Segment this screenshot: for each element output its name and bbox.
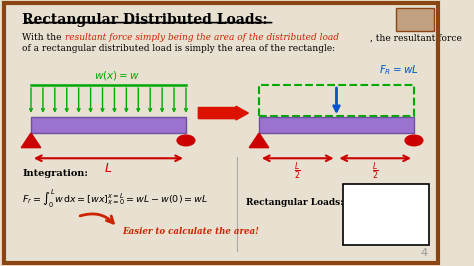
Text: $\bar{x} = \dfrac{L}{2}$: $\bar{x} = \dfrac{L}{2}$	[372, 216, 400, 239]
Circle shape	[177, 135, 195, 146]
Text: 4: 4	[420, 248, 427, 258]
Bar	[343, 184, 429, 245]
Text: With the: With the	[22, 33, 64, 42]
Text: $F_R = wL$: $F_R = wL$	[379, 63, 419, 77]
Text: Rectangular Distributed Loads:: Rectangular Distributed Loads:	[22, 13, 268, 27]
Text: Rectangular Loads:: Rectangular Loads:	[246, 198, 343, 207]
Polygon shape	[21, 133, 41, 148]
Text: $\frac{L}{2}$: $\frac{L}{2}$	[294, 161, 301, 182]
Bar	[259, 117, 414, 133]
Text: resultant force simply being the area of the distributed load: resultant force simply being the area of…	[65, 33, 339, 42]
Circle shape	[405, 135, 423, 146]
Text: $\frac{L}{2}$: $\frac{L}{2}$	[372, 161, 379, 182]
Text: Integration:: Integration:	[22, 169, 88, 178]
Text: Easier to calculate the area!: Easier to calculate the area!	[122, 227, 259, 236]
FancyArrow shape	[198, 106, 248, 120]
Bar	[259, 85, 414, 116]
Bar	[31, 117, 186, 133]
Text: $F_r = \int_0^L w\,\mathrm{d}x = \left[wx\right]_{x=0}^{x=L} = wL - w(0) = wL$: $F_r = \int_0^L w\,\mathrm{d}x = \left[w…	[22, 188, 208, 210]
Text: of a rectangular distributed load is simply the area of the rectangle:: of a rectangular distributed load is sim…	[22, 44, 335, 53]
Text: $w(x) = w$: $w(x) = w$	[94, 69, 140, 82]
Text: $F_r = wL$: $F_r = wL$	[367, 189, 405, 202]
Polygon shape	[249, 133, 269, 148]
Text: $L$: $L$	[104, 162, 113, 175]
Text: , the resultant force: , the resultant force	[370, 33, 462, 42]
FancyArrowPatch shape	[80, 214, 113, 223]
Bar	[396, 8, 434, 31]
